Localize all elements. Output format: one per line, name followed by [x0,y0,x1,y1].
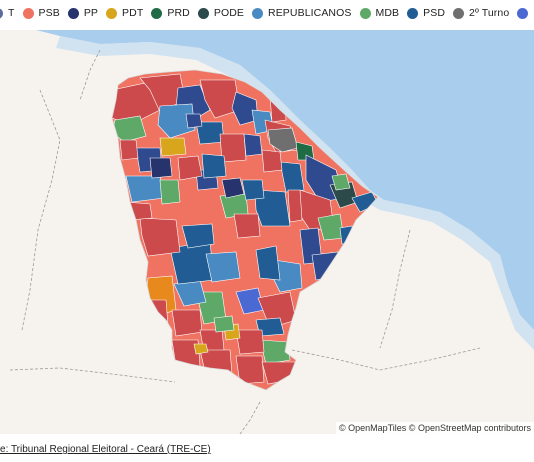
municipality[interactable] [261,149,283,173]
legend-item-pode[interactable]: PODE [197,7,245,19]
ocean [36,30,534,330]
municipality[interactable] [331,173,351,191]
municipality[interactable] [205,251,241,283]
legend-swatch-icon [359,7,371,19]
municipality[interactable] [139,217,181,257]
legend-label: PP [83,7,99,19]
legend-item-psd[interactable]: PSD [407,7,445,19]
municipality[interactable] [171,309,203,337]
legend-swatch-icon [517,7,529,19]
municipality[interactable] [254,189,291,227]
municipality[interactable] [149,157,173,179]
municipality[interactable] [279,161,305,193]
legend-label: PSB [38,7,60,19]
municipality[interactable] [351,191,378,213]
legend-label: PRD [167,7,190,19]
source-link[interactable]: Fonte: Tribunal Regional Eleitoral - Cea… [0,444,211,455]
municipality[interactable] [201,153,227,179]
legend: T PSB PP PDT PRD PODE REPUBLICANOS MDB PSD 2º Tur… [0,0,534,30]
legend-label: PSD [423,7,446,19]
legend-item-mdb[interactable]: MDB [359,7,400,19]
legend-swatch-icon [407,7,419,19]
legend-swatch-icon [151,7,163,19]
municipality[interactable] [185,113,203,129]
municipality[interactable] [157,103,196,139]
legend-label: REPUBLICANOS [268,7,352,19]
municipality[interactable] [233,213,261,239]
municipality[interactable] [199,79,241,119]
municipality[interactable] [235,355,265,385]
legend-item-psb[interactable]: PSB [22,7,60,19]
municipality[interactable] [287,189,303,223]
municipality[interactable] [219,133,247,163]
municipality[interactable] [119,139,139,161]
legend-swatch-icon [252,7,264,19]
legend-item-pdt[interactable]: PDT [106,7,143,19]
municipality[interactable] [159,137,187,157]
legend-item-t[interactable]: T [0,7,15,19]
legend-swatch-icon [106,7,118,19]
legend-item-2-turno[interactable]: 2º Turno [453,7,509,19]
legend-label: T [8,7,15,19]
municipality[interactable] [221,177,245,199]
legend-item-republicanos[interactable]: REPUBLICANOS [252,7,351,19]
municipality[interactable] [231,91,259,126]
municipality[interactable] [267,127,299,153]
municipality[interactable] [241,179,265,201]
municipality[interactable] [235,329,265,355]
legend-label: 2º Turno [469,7,510,19]
legend-row: T PSB PP PDT PRD PODE REPUBLICANOS MDB PSD 2º Tur… [0,7,534,19]
legend-item-psdb[interactable]: PSDB [517,7,534,19]
legend-label: MDB [375,7,400,19]
legend-item-pp[interactable]: PP [67,7,99,19]
legend-label: PODE [213,7,245,19]
legend-swatch-icon [67,7,79,19]
map-canvas[interactable] [0,30,534,434]
legend-swatch-icon [22,7,34,19]
municipality[interactable] [125,175,165,203]
municipality[interactable] [255,245,281,281]
legend-swatch-icon [197,7,209,19]
map-attribution[interactable]: © OpenMapTiles © OpenStreetMap contribut… [335,422,534,434]
legend-item-prd[interactable]: PRD [151,7,190,19]
legend-label: PDT [122,7,144,19]
legend-swatch-icon [0,7,3,19]
municipality[interactable] [112,81,161,126]
municipality[interactable] [181,223,215,249]
municipality[interactable] [259,339,291,365]
municipality[interactable] [213,315,235,333]
state-borders [9,49,481,434]
municipality[interactable] [193,343,209,355]
municipality[interactable] [243,133,263,157]
municipality[interactable] [177,155,203,181]
municipality[interactable] [159,179,181,205]
map-frame[interactable]: © OpenMapTiles © OpenStreetMap contribut… [0,30,534,434]
legend-swatch-icon [453,7,465,19]
